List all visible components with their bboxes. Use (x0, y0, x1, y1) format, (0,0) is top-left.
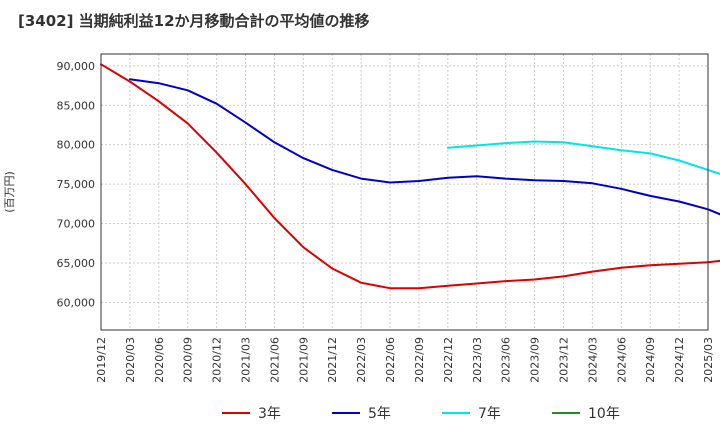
y-tick-label: 70,000 (57, 218, 96, 231)
x-tick-label: 2023/06 (500, 337, 513, 383)
legend: 3年 5年 7年 10年 (222, 406, 620, 422)
series-line-1 (100, 63, 720, 290)
series-line-3 (446, 140, 720, 175)
legend-label-1: 3年 (258, 406, 281, 422)
legend-label-4: 10年 (588, 406, 620, 422)
x-tick-label: 2022/09 (413, 337, 426, 383)
y-tick-label: 85,000 (57, 99, 96, 112)
x-tick-label: 2021/09 (297, 337, 310, 383)
legend-label-3: 7年 (478, 406, 501, 422)
x-tick-label: 2022/12 (442, 337, 455, 383)
x-tick-label: 2020/12 (211, 337, 224, 383)
grid-lines (100, 54, 709, 330)
x-tick-label: 2023/09 (529, 337, 542, 383)
y-tick-label: 65,000 (57, 257, 96, 270)
chart-title: [3402] 当期純利益12か月移動合計の平均値の推移 (18, 12, 370, 30)
x-tick-label: 2020/06 (153, 337, 166, 383)
y-axis-title: (百万円) (3, 171, 16, 213)
x-tick-label: 2021/12 (326, 337, 339, 383)
x-tick-label: 2023/03 (471, 337, 484, 383)
x-tick-label: 2022/03 (355, 337, 368, 383)
x-tick-label: 2019/12 (95, 337, 108, 383)
x-tick-label: 2024/06 (615, 337, 628, 383)
plot-frame (100, 53, 709, 331)
y-tick-label: 80,000 (57, 139, 96, 152)
y-tick-label: 60,000 (57, 296, 96, 309)
y-tick-label: 75,000 (57, 178, 96, 191)
axes: 60,000 65,000 70,000 75,000 80,000 85,000 90,0… (3, 53, 715, 383)
series-line-2 (128, 78, 720, 216)
x-tick-label: 2024/12 (673, 337, 686, 383)
x-tick-label: 2020/09 (182, 337, 195, 383)
x-tick-label: 2022/06 (384, 337, 397, 383)
y-tick-label: 90,000 (57, 60, 96, 73)
x-tick-label: 2025/03 (702, 337, 715, 383)
series-lines (100, 63, 720, 290)
x-tick-label: 2021/03 (240, 337, 253, 383)
x-tick-label: 2023/12 (557, 337, 570, 383)
x-tick-label: 2021/06 (268, 337, 281, 383)
x-tick-label: 2020/03 (124, 337, 137, 383)
x-tick-label: 2024/09 (644, 337, 657, 383)
legend-label-2: 5年 (368, 406, 391, 422)
x-tick-label: 2024/03 (586, 337, 599, 383)
